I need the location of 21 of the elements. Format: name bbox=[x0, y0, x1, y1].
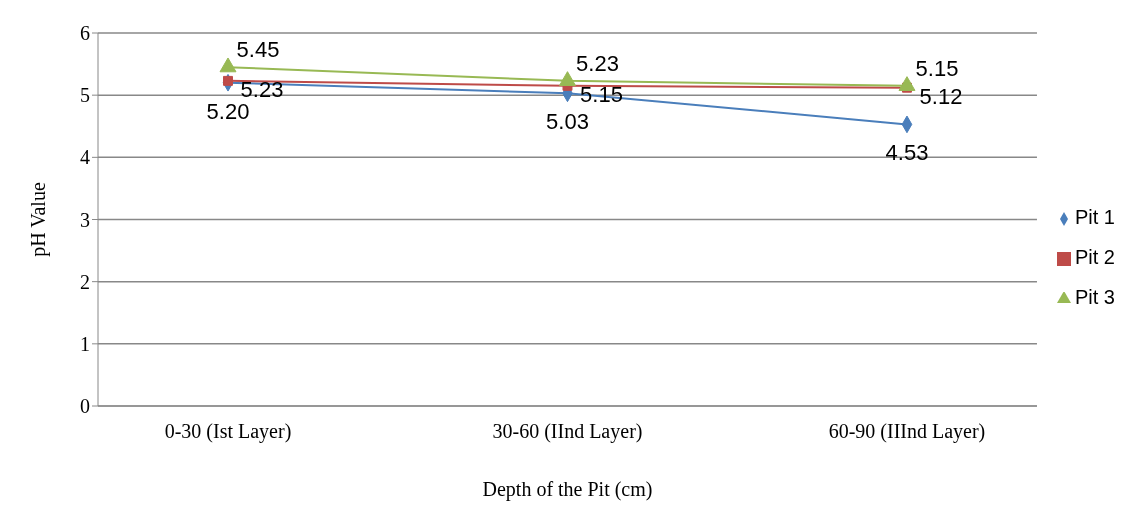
y-axis-title: pH Value bbox=[27, 182, 51, 257]
y-tick-label: 0 bbox=[80, 395, 90, 418]
x-tick-label: 30-60 (IInd Layer) bbox=[492, 420, 643, 444]
y-tick-label: 2 bbox=[80, 270, 90, 293]
legend-label: Pit 2 bbox=[1074, 246, 1115, 268]
legend-label: Pit 3 bbox=[1074, 286, 1115, 308]
legend-label: Pit 1 bbox=[1074, 206, 1115, 228]
y-tick-label: 3 bbox=[80, 208, 90, 231]
x-axis-title: Depth of the Pit (cm) bbox=[482, 478, 653, 501]
y-tick-label: 6 bbox=[80, 22, 90, 45]
data-label: 5.45 bbox=[236, 37, 280, 63]
x-tick-label: 60-90 (IIInd Layer) bbox=[828, 420, 986, 444]
data-label: 5.12 bbox=[919, 83, 963, 109]
data-label: 5.15 bbox=[915, 55, 959, 81]
data-label: 5.23 bbox=[576, 50, 619, 76]
y-tick-label: 1 bbox=[80, 332, 90, 355]
x-tick-label: 0-30 (Ist Layer) bbox=[164, 420, 292, 444]
data-label: 4.53 bbox=[885, 140, 929, 166]
data-label: 5.03 bbox=[546, 109, 589, 135]
y-tick-label: 5 bbox=[80, 84, 90, 107]
y-tick-label: 4 bbox=[80, 146, 90, 169]
